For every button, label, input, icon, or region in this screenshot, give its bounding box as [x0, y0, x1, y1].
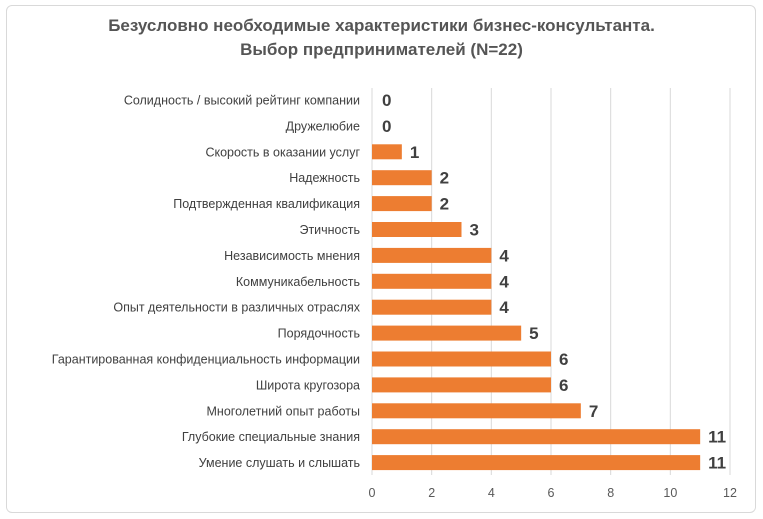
data-label: 4: [499, 246, 509, 265]
category-label: Надежность: [289, 171, 360, 185]
data-label: 7: [589, 402, 598, 421]
category-label: Коммуникабельность: [236, 275, 360, 289]
category-label: Солидность / высокий рейтинг компании: [124, 94, 360, 108]
bar: [372, 247, 492, 263]
chart-title: Безусловно необходимые характеристики би…: [0, 14, 763, 62]
data-label: 2: [440, 195, 449, 214]
data-label: 5: [529, 324, 538, 343]
chart-title-line2: Выбор предпринимателей (N=22): [240, 40, 523, 59]
category-label: Дружелюбие: [286, 119, 360, 133]
x-tick-label: 4: [488, 486, 495, 500]
category-label: Гарантированная конфиденциальность инфор…: [52, 353, 360, 367]
category-label: Независимость мнения: [224, 249, 360, 263]
bars: [372, 144, 701, 471]
data-label: 6: [559, 350, 568, 369]
bar: [372, 429, 701, 445]
data-label: 0: [382, 91, 391, 110]
category-label: Широта кругозора: [256, 378, 360, 392]
bar: [372, 222, 462, 237]
bar: [372, 196, 432, 212]
category-label: Этичность: [299, 223, 360, 237]
data-label: 0: [382, 117, 391, 136]
data-label: 11: [708, 428, 726, 447]
data-label: 2: [440, 169, 449, 188]
category-label: Опыт деятельности в различных отраслях: [113, 301, 360, 315]
category-label: Глубокие специальные знания: [182, 430, 360, 444]
x-tick-label: 2: [428, 486, 435, 500]
bar: [372, 377, 551, 393]
bar: [372, 325, 522, 341]
x-axis-ticks: 0 2 4 6 8 10 12: [369, 486, 737, 500]
data-label: 1: [410, 143, 419, 162]
data-label: 6: [559, 376, 568, 395]
bar: [372, 351, 551, 367]
x-tick-label: 12: [723, 486, 737, 500]
bar: [372, 144, 402, 160]
data-label: 4: [499, 298, 509, 317]
x-tick-label: 0: [369, 486, 376, 500]
category-label: Подтвержденная квалификация: [173, 197, 360, 211]
x-tick-label: 8: [607, 486, 614, 500]
bar: [372, 299, 492, 315]
data-label: 3: [470, 221, 479, 240]
category-label: Скорость в оказании услуг: [205, 145, 360, 159]
data-label: 4: [499, 272, 509, 291]
category-label: Многолетний опыт работы: [207, 404, 360, 418]
bar: [372, 455, 701, 471]
bar: [372, 170, 432, 186]
x-tick-label: 10: [663, 486, 677, 500]
data-label: 11: [708, 454, 726, 473]
category-labels: Солидность / высокий рейтинг компании Дру…: [52, 94, 361, 471]
category-label: Умение слушать и слышать: [199, 456, 360, 470]
chart-title-line1: Безусловно необходимые характеристики би…: [108, 16, 655, 35]
x-tick-label: 6: [548, 486, 555, 500]
bar: [372, 403, 581, 419]
category-label: Порядочность: [278, 327, 360, 341]
bar: [372, 273, 492, 289]
